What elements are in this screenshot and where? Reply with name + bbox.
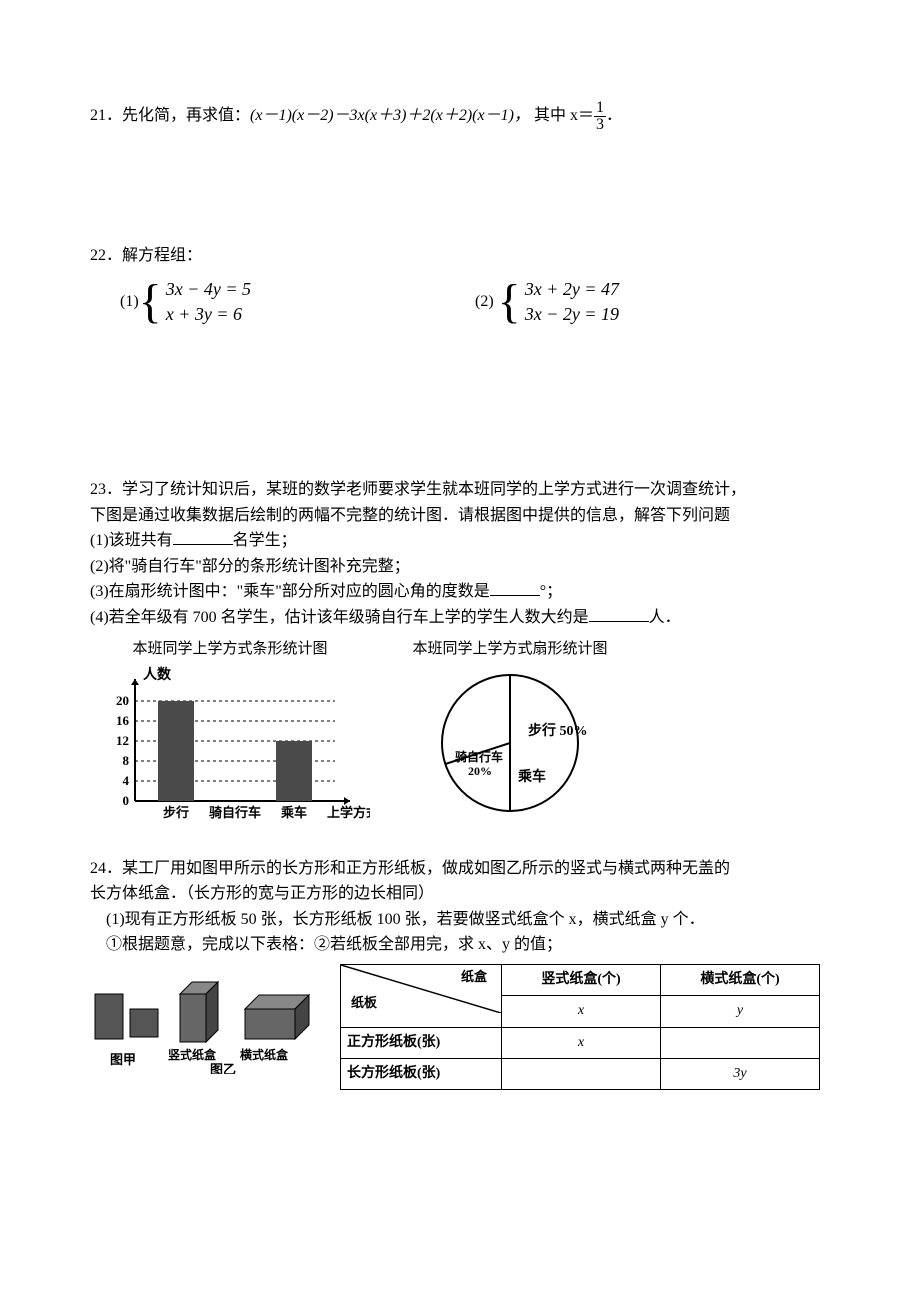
brace-icon: { [139, 283, 162, 321]
q23-l1b: 名学生； [233, 532, 297, 549]
svg-text:纸板: 纸板 [351, 995, 378, 1010]
pie-chart: 步行 50% 骑自行车20% 乘车 [400, 661, 620, 826]
q24-intro1: 某工厂用如图甲所示的长方形和正方形纸板，做成如图乙所示的竖式与横式两种无盖的 [122, 860, 730, 877]
q23-l4b: 人． [649, 609, 681, 626]
svg-text:步行: 步行 [163, 805, 189, 820]
q22-p1-eq2: x + 3y = 6 [166, 302, 251, 327]
r0c1: x [502, 996, 661, 1027]
svg-text:12: 12 [116, 733, 129, 748]
q23-intro1: 学习了统计知识后，某班的数学老师要求学生就本班同学的上学方式进行一次调查统计， [122, 481, 746, 498]
q22-part2: (2) { 3x + 2y = 47 3x − 2y = 19 [475, 277, 830, 327]
problem-23: 23．学习了统计知识后，某班的数学老师要求学生就本班同学的上学方式进行一次调查统… [90, 477, 830, 826]
q21-suffix: 其中 x＝ [534, 107, 594, 124]
blank-field[interactable] [589, 605, 649, 622]
bar-title: 本班同学上学方式条形统计图 [90, 637, 370, 661]
problem-22: 22．解方程组： (1) { 3x − 4y = 5 x + 3y = 6 (2… [90, 243, 830, 327]
svg-text:乘车: 乘车 [517, 768, 546, 785]
q23-l1a: (1)该班共有 [90, 532, 173, 549]
q22-num: 22． [90, 247, 122, 264]
q23-l4a: (4)若全年级有 700 名学生，估计该年级骑自行车上学的学生人数大约是 [90, 609, 589, 626]
svg-text:16: 16 [116, 713, 130, 728]
svg-text:0: 0 [123, 793, 130, 808]
q21-num: 21． [90, 107, 122, 124]
svg-text:步行 50%: 步行 50% [528, 722, 588, 739]
q22-p2-eq1: 3x + 2y = 47 [525, 277, 619, 302]
svg-text:骑自行车: 骑自行车 [209, 805, 261, 820]
q22-title: 解方程组： [122, 247, 202, 264]
svg-text:图乙: 图乙 [210, 1062, 236, 1074]
q21-expr: (x－1)(x－2)－3x(x＋3)＋2(x＋2)(x－1)， [250, 107, 530, 124]
q23-l3b: °； [540, 583, 562, 600]
blank-field[interactable] [490, 579, 540, 596]
pie-title: 本班同学上学方式扇形统计图 [400, 637, 620, 661]
q24-table: 纸盒 纸板 竖式纸盒(个) 横式纸盒(个) x y 正方形纸板(张) x 长方形… [340, 964, 820, 1091]
svg-text:8: 8 [123, 753, 130, 768]
svg-text:横式纸盒: 横式纸盒 [240, 1047, 289, 1062]
q23-intro2: 下图是通过收集数据后绘制的两幅不完整的统计图．请根据图中提供的信息，解答下列问题 [90, 503, 830, 529]
col1-h: 竖式纸盒(个) [502, 964, 661, 995]
problem-24: 24．某工厂用如图甲所示的长方形和正方形纸板，做成如图乙所示的竖式与横式两种无盖… [90, 856, 830, 1091]
r1h: 正方形纸板(张) [341, 1027, 502, 1058]
q22-part1: (1) { 3x − 4y = 5 x + 3y = 6 [120, 277, 475, 327]
svg-text:骑自行车: 骑自行车 [455, 749, 503, 764]
q22-p2-label: (2) [475, 289, 494, 315]
r0c2: y [661, 996, 820, 1027]
svg-text:纸盒: 纸盒 [461, 969, 488, 984]
q23-l3a: (3)在扇形统计图中："乘车"部分所对应的圆心角的度数是 [90, 583, 490, 600]
svg-text:20: 20 [116, 693, 129, 708]
svg-text:20%: 20% [468, 764, 492, 778]
svg-text:竖式纸盒: 竖式纸盒 [168, 1047, 217, 1062]
bar-chart-block: 本班同学上学方式条形统计图 人数 0 4 8 12 16 20 步行 骑自行车 乘车 上学方式 [90, 637, 370, 826]
pie-chart-block: 本班同学上学方式扇形统计图 步行 50% 骑自行车20% 乘车 [400, 637, 620, 826]
svg-text:图甲: 图甲 [110, 1052, 136, 1067]
r1c1: x [502, 1027, 661, 1058]
q24-num: 24． [90, 860, 122, 877]
blank-field[interactable] [173, 528, 233, 545]
q21-period: ． [606, 107, 622, 124]
q22-p1-label: (1) [120, 289, 139, 315]
svg-text:上学方式: 上学方式 [327, 805, 370, 820]
q21-prefix: 先化简，再求值： [122, 107, 250, 124]
bar-chart: 人数 0 4 8 12 16 20 步行 骑自行车 乘车 上学方式 [90, 661, 370, 826]
q24-intro2: 长方体纸盒．（长方形的宽与正方形的边长相同） [90, 881, 830, 907]
brace-icon: { [498, 283, 521, 321]
q22-p1-eq1: 3x − 4y = 5 [166, 277, 251, 302]
q23-num: 23． [90, 481, 122, 498]
r2h: 长方形纸板(张) [341, 1059, 502, 1090]
r1c2[interactable] [661, 1027, 820, 1058]
r2c2: 3y [661, 1059, 820, 1090]
svg-text:乘车: 乘车 [280, 805, 307, 820]
q22-p2-eq2: 3x − 2y = 19 [525, 302, 619, 327]
svg-text:人数: 人数 [143, 666, 172, 683]
r2c1[interactable] [502, 1059, 661, 1090]
q24-figure: 图甲 竖式纸盒 横式纸盒图乙 [90, 964, 320, 1074]
q21-frac: 13 [594, 100, 606, 133]
problem-21: 21．先化简，再求值：(x－1)(x－2)－3x(x＋3)＋2(x＋2)(x－1… [90, 100, 830, 133]
q24-l1: (1)现有正方形纸板 50 张，长方形纸板 100 张，若要做竖式纸盒个 x，横… [106, 907, 830, 933]
q23-l2: (2)将"骑自行车"部分的条形统计图补充完整； [90, 554, 830, 580]
col2-h: 横式纸盒(个) [661, 964, 820, 995]
diag-header: 纸盒 纸板 [341, 964, 502, 1027]
q24-l2: ①根据题意，完成以下表格：②若纸板全部用完，求 x、y 的值； [106, 932, 830, 958]
svg-text:4: 4 [123, 773, 130, 788]
